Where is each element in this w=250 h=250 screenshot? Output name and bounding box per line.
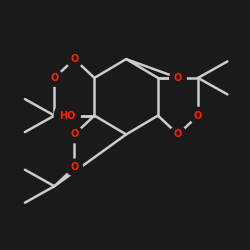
- Text: O: O: [194, 110, 202, 120]
- Circle shape: [66, 51, 82, 67]
- Text: O: O: [174, 73, 182, 83]
- Text: O: O: [70, 130, 78, 140]
- Circle shape: [170, 70, 186, 86]
- Circle shape: [190, 107, 206, 124]
- Circle shape: [66, 126, 82, 143]
- Text: O: O: [70, 162, 78, 172]
- Text: O: O: [174, 130, 182, 140]
- Circle shape: [170, 126, 186, 143]
- Circle shape: [46, 70, 62, 86]
- Text: O: O: [70, 54, 78, 64]
- Circle shape: [66, 159, 82, 176]
- Text: O: O: [50, 73, 58, 83]
- Circle shape: [54, 103, 80, 128]
- Text: HO: HO: [59, 110, 76, 120]
